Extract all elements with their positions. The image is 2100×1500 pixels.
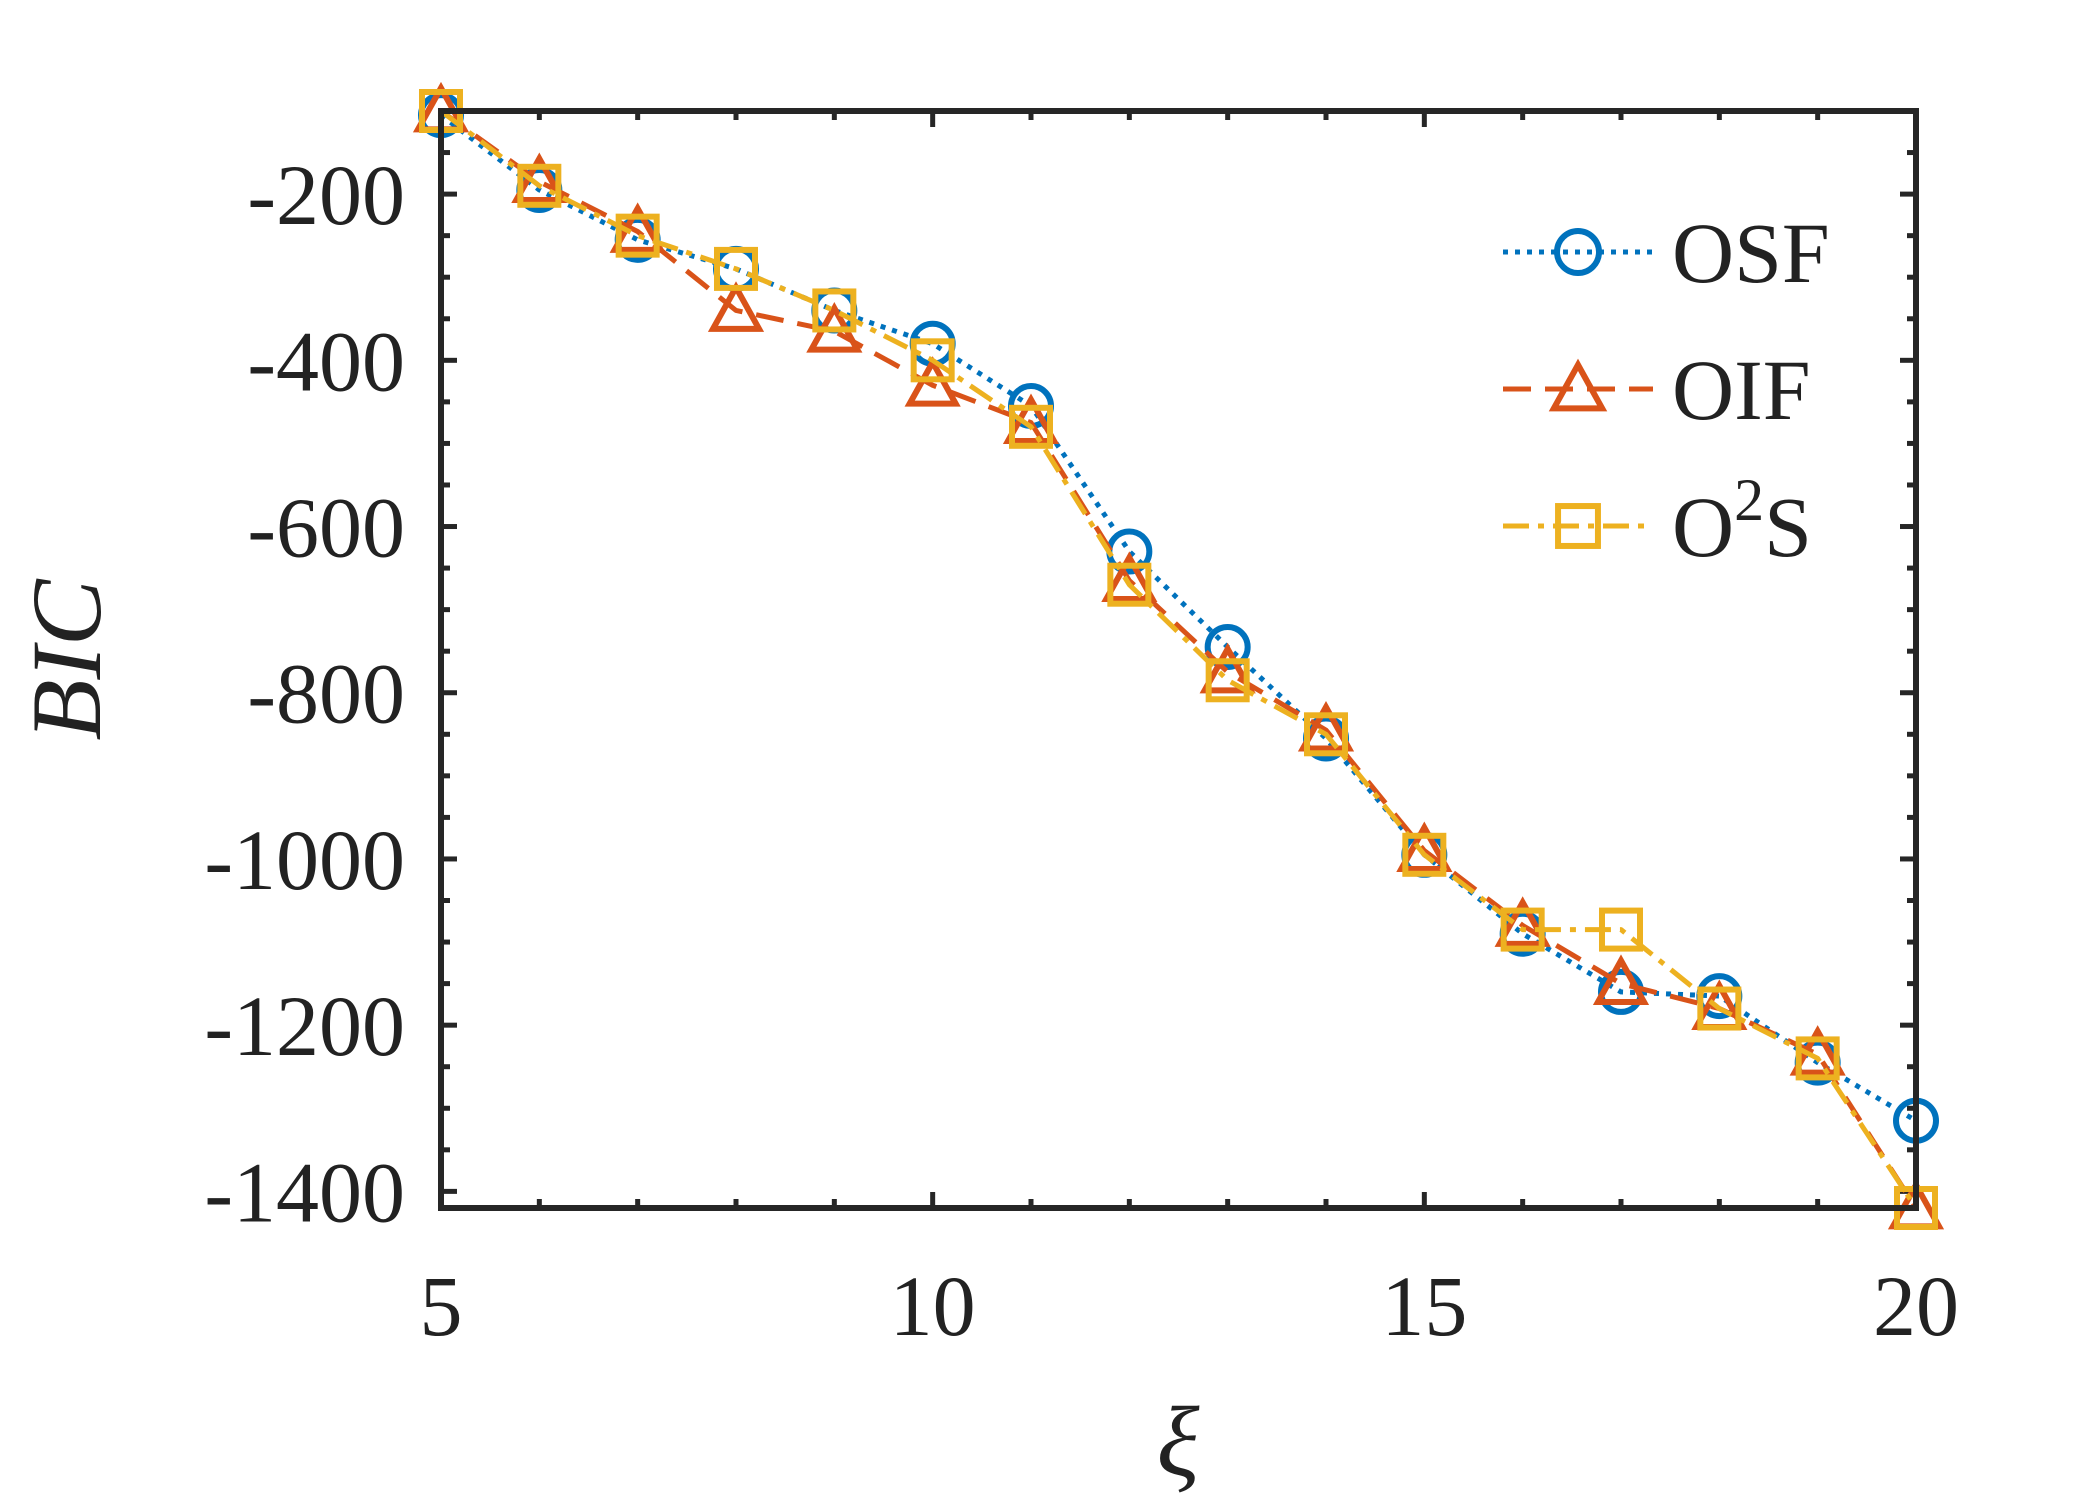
x-tick-label: 15 bbox=[1381, 1258, 1467, 1354]
x-tick-label: 5 bbox=[420, 1258, 463, 1354]
series-line-OSF bbox=[439, 113, 1918, 1123]
legend: OSF OIF O2S bbox=[1503, 205, 1830, 575]
data-point-OSF bbox=[1204, 624, 1251, 671]
data-point-O2S bbox=[517, 163, 562, 208]
y-tick-label: -600 bbox=[247, 480, 405, 576]
data-point-O2S bbox=[1795, 1036, 1840, 1081]
legend-marker-OSF bbox=[1554, 228, 1602, 276]
legend-label-OSF: OSF bbox=[1672, 205, 1830, 301]
data-point-O2S bbox=[1107, 562, 1152, 607]
data-point-O2S bbox=[1697, 986, 1742, 1031]
legend-marker-O2S bbox=[1555, 503, 1601, 549]
data-point-O2S bbox=[714, 246, 758, 291]
legend-marker-OIF bbox=[1548, 358, 1608, 412]
plot-frame bbox=[438, 108, 1919, 1211]
legend-label-OIF: OIF bbox=[1672, 342, 1811, 438]
y-tick-label: -800 bbox=[247, 646, 405, 742]
data-point-O2S bbox=[1599, 907, 1643, 952]
y-axis-title: BIC bbox=[11, 578, 122, 740]
data-point-OIF bbox=[707, 281, 765, 332]
data-point-OIF bbox=[1297, 700, 1355, 752]
data-point-O2S bbox=[910, 338, 955, 383]
y-tick-label: -1200 bbox=[204, 978, 405, 1074]
data-point-OIF bbox=[1101, 551, 1158, 602]
data-point-O2S bbox=[812, 288, 857, 333]
legend-label-O2S: O2S bbox=[1672, 467, 1812, 575]
series-line-OIF bbox=[439, 108, 1919, 1210]
y-tick-label: -1000 bbox=[204, 812, 405, 908]
data-point-O2S bbox=[1009, 404, 1053, 449]
series-line-O2S bbox=[439, 109, 1919, 1210]
tick-labels: 5 10 15 20 -200 -400 -600 -800 -1000 -1200 -1400 bbox=[204, 147, 1959, 1354]
data-point-OIF bbox=[1396, 821, 1453, 873]
data-point-OIF bbox=[904, 356, 961, 407]
x-tick-label: 20 bbox=[1873, 1258, 1959, 1354]
y-tick-label: -1400 bbox=[204, 1144, 405, 1240]
x-tick-label: 10 bbox=[890, 1258, 976, 1354]
data-point-O2S bbox=[615, 213, 660, 258]
data-point-O2S bbox=[1205, 658, 1250, 703]
data-point-OIF bbox=[1199, 642, 1256, 694]
data-point-OIF bbox=[1592, 954, 1650, 1006]
data-point-O2S bbox=[1500, 907, 1545, 952]
data-point-O2S bbox=[1402, 832, 1447, 877]
x-axis-title: ξ bbox=[1157, 1386, 1200, 1497]
y-tick-label: -400 bbox=[247, 313, 405, 409]
y-tick-label: -200 bbox=[247, 147, 405, 243]
data-point-O2S bbox=[1304, 712, 1348, 757]
